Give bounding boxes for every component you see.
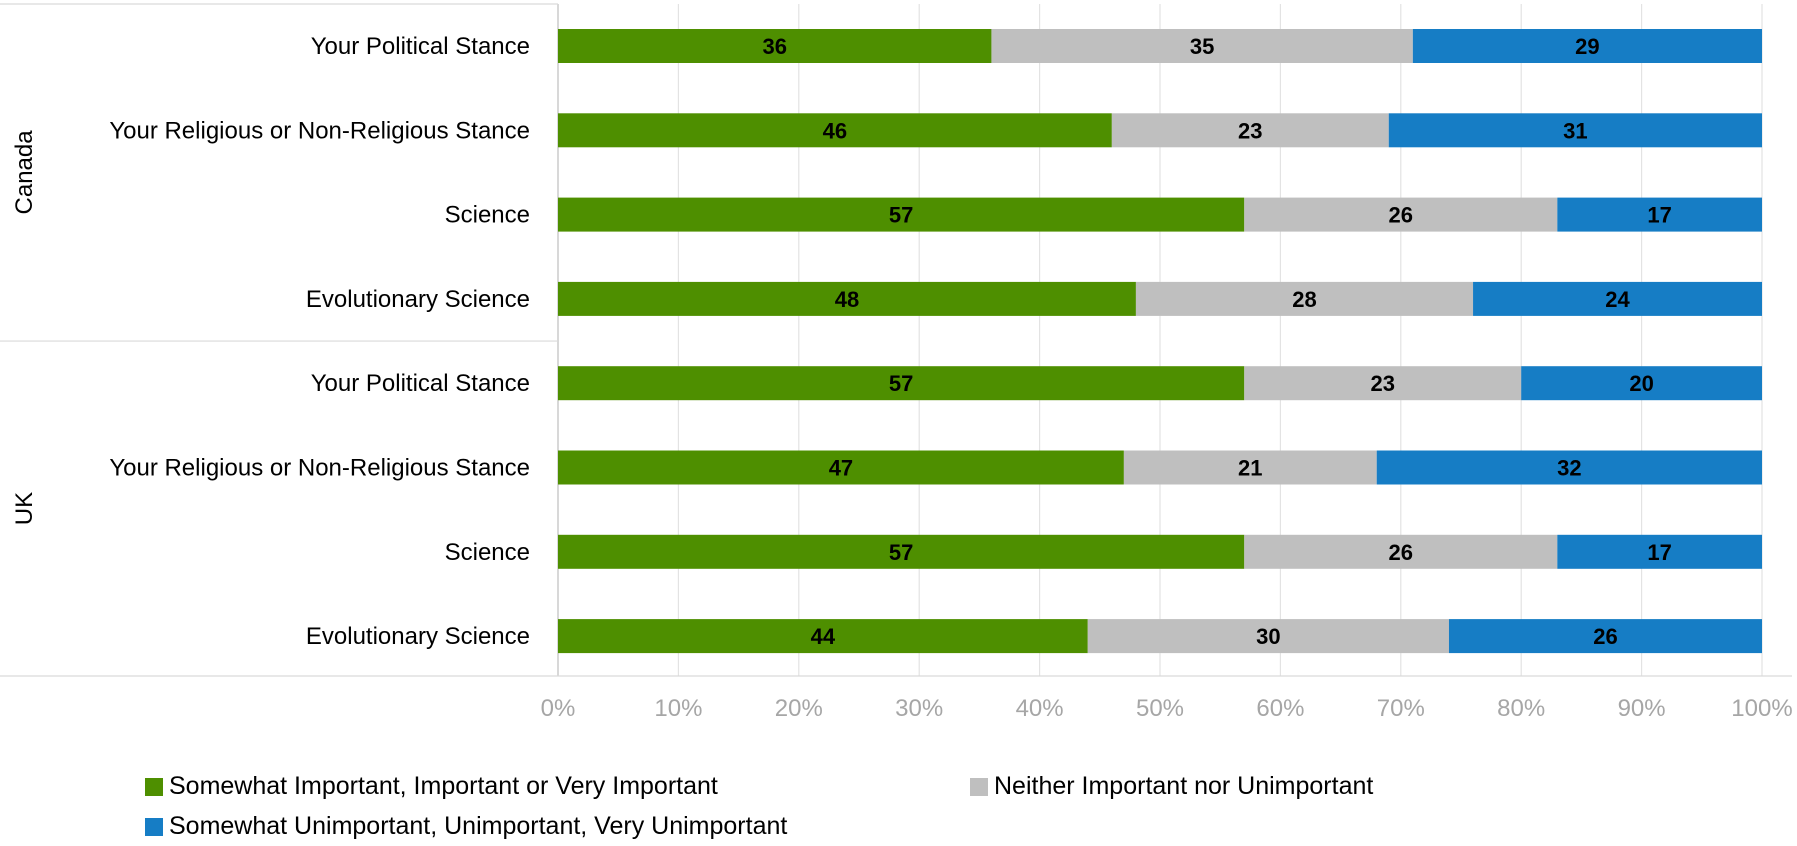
data-label: 26 (1593, 624, 1617, 649)
data-label: 46 (823, 118, 847, 143)
bar-segment-series-3 (1521, 366, 1762, 401)
category-label: Your Political Stance (311, 370, 530, 397)
bar-segment-series-2 (991, 29, 1413, 63)
category-label: Science (445, 202, 530, 229)
bar-segment-series-2 (1111, 113, 1389, 148)
data-label: 36 (762, 34, 786, 59)
x-tick-label: 30% (895, 695, 943, 722)
data-label: 57 (889, 540, 913, 565)
stacked-bar-chart: 0% 10% 20% 30% 40% 50% 60% 70% 80% 90% 100% Canada Y… (0, 3, 1793, 722)
x-tick-label: 20% (775, 695, 823, 722)
legend-item: Neither Important nor Unimportant (970, 772, 1373, 801)
bar-segment-series-2 (1244, 534, 1558, 569)
bar-segment-series-3 (1388, 113, 1762, 148)
category-label: Evolutionary Science (306, 286, 530, 313)
data-label: 17 (1647, 540, 1671, 565)
x-tick-label: 10% (654, 695, 702, 722)
data-label: 21 (1238, 456, 1262, 481)
legend-label: Somewhat Unimportant, Unimportant, Very … (169, 812, 788, 840)
bar-segment-series-2 (1244, 366, 1522, 401)
bar-segment-series-1 (558, 450, 1124, 485)
bar-segment-series-3 (1376, 450, 1762, 485)
data-label: 48 (835, 287, 859, 312)
x-tick-label: 80% (1497, 695, 1545, 722)
bar-segment-series-1 (558, 29, 992, 63)
bar-segment-series-2 (1087, 619, 1449, 654)
data-label: 17 (1647, 203, 1671, 228)
group-label-canada: Canada (11, 130, 38, 215)
x-tick-label: 60% (1256, 695, 1304, 722)
bar-segment-series-1 (558, 534, 1245, 569)
data-label: 29 (1575, 34, 1599, 59)
data-label: 57 (889, 203, 913, 228)
data-label: 30 (1256, 624, 1280, 649)
data-label: 47 (829, 456, 853, 481)
bar-segment-series-1 (558, 281, 1136, 316)
bar-segment-series-1 (558, 366, 1245, 401)
bar-segment-series-3 (1557, 534, 1762, 569)
data-label: 57 (889, 371, 913, 396)
group-label-uk: UK (11, 492, 38, 525)
bar-segment-series-3 (1473, 281, 1762, 316)
legend-swatch (145, 777, 163, 796)
data-label: 23 (1238, 118, 1262, 143)
category-label: Your Religious or Non-Religious Stance (109, 455, 530, 482)
x-tick-label: 70% (1377, 695, 1425, 722)
legend-item: Somewhat Important, Important or Very Im… (145, 772, 718, 801)
bar-segment-series-2 (1135, 281, 1474, 316)
legend-swatch (145, 817, 163, 836)
x-tick-label: 40% (1016, 695, 1064, 722)
data-label: 28 (1292, 287, 1316, 312)
legend-item: Somewhat Unimportant, Unimportant, Very … (145, 812, 787, 841)
x-tick-label: 0% (541, 695, 576, 722)
data-label: 26 (1389, 203, 1413, 228)
chart-legend: Somewhat Important, Important or Very Im… (145, 772, 1695, 842)
data-label: 35 (1190, 34, 1214, 59)
data-label: 32 (1557, 456, 1581, 481)
bar-segment-series-3 (1448, 619, 1762, 654)
bar-segment-series-1 (558, 113, 1112, 148)
category-label: Science (445, 539, 530, 566)
bar-segment-series-1 (558, 619, 1088, 654)
data-label: 44 (811, 624, 836, 649)
bar-segment-series-2 (1123, 450, 1377, 485)
category-label: Your Religious or Non-Religious Stance (109, 117, 530, 144)
legend-label: Somewhat Important, Important or Very Im… (169, 772, 718, 800)
x-tick-label: 90% (1618, 695, 1666, 722)
bar-segment-series-2 (1244, 197, 1558, 232)
legend-label: Neither Important nor Unimportant (994, 772, 1374, 800)
category-label: Your Political Stance (311, 33, 530, 60)
data-label: 20 (1629, 371, 1653, 396)
bar-segment-series-3 (1557, 197, 1762, 232)
data-label: 24 (1605, 287, 1630, 312)
bar-segment-series-3 (1412, 29, 1762, 63)
data-label: 31 (1563, 118, 1587, 143)
legend-swatch (970, 777, 988, 796)
bar-segment-series-1 (558, 197, 1245, 232)
category-label: Evolutionary Science (306, 623, 530, 650)
data-label: 23 (1370, 371, 1394, 396)
data-label: 26 (1389, 540, 1413, 565)
x-tick-label: 50% (1136, 695, 1184, 722)
x-tick-label: 100% (1731, 695, 1792, 722)
